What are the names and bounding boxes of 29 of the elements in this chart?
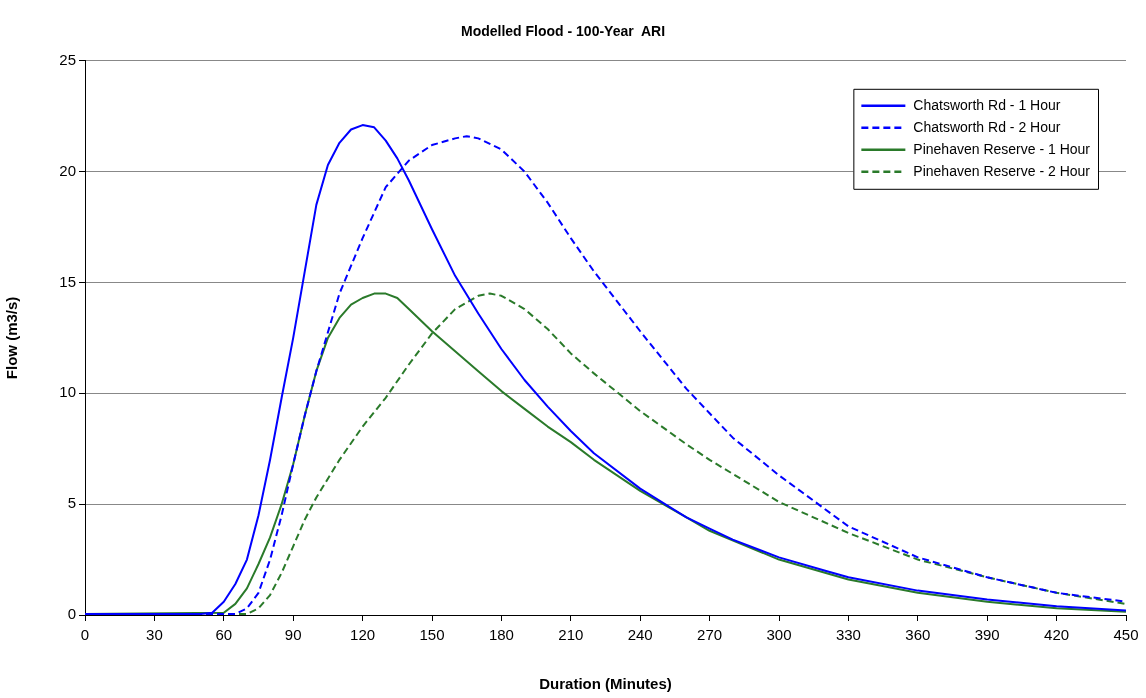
legend-label: Chatsworth Rd - 1 Hour <box>913 96 1061 113</box>
x-tick-label: 300 <box>766 626 792 644</box>
x-tick-label: 270 <box>697 626 723 644</box>
y-tick-label: 0 <box>67 605 76 623</box>
x-tick-label: 330 <box>835 626 861 644</box>
x-tick-label: 120 <box>350 626 376 644</box>
y-tick-label: 15 <box>59 272 76 290</box>
x-axis-title: Duration (Minutes) <box>539 675 672 693</box>
y-tick-label: 5 <box>67 494 76 512</box>
chart-title: Modelled Flood - 100-Year ARI <box>460 23 666 40</box>
legend-label: Pinehaven Reserve - 1 Hour <box>913 140 1091 157</box>
legend-label: Pinehaven Reserve - 2 Hour <box>913 162 1091 179</box>
y-axis-title: Flow (m3/s) <box>3 296 21 380</box>
y-tick-label: 10 <box>59 383 76 401</box>
x-tick-label: 90 <box>284 626 302 644</box>
x-tick-label: 360 <box>905 626 931 644</box>
x-tick-label: 60 <box>215 626 233 644</box>
x-tick-label: 30 <box>146 626 163 644</box>
x-tick-label: 150 <box>419 626 445 644</box>
legend-label: Chatsworth Rd - 2 Hour <box>913 118 1061 135</box>
y-tick-label: 20 <box>59 161 76 179</box>
x-tick-label: 420 <box>1044 626 1070 644</box>
x-tick-label: 0 <box>80 626 90 644</box>
x-tick-label: 180 <box>488 626 514 644</box>
x-tick-label: 240 <box>627 626 653 644</box>
x-tick-label: 450 <box>1113 626 1139 644</box>
y-tick-label: 25 <box>59 50 76 68</box>
x-tick-label: 210 <box>558 626 584 644</box>
x-tick-label: 390 <box>974 626 1000 644</box>
